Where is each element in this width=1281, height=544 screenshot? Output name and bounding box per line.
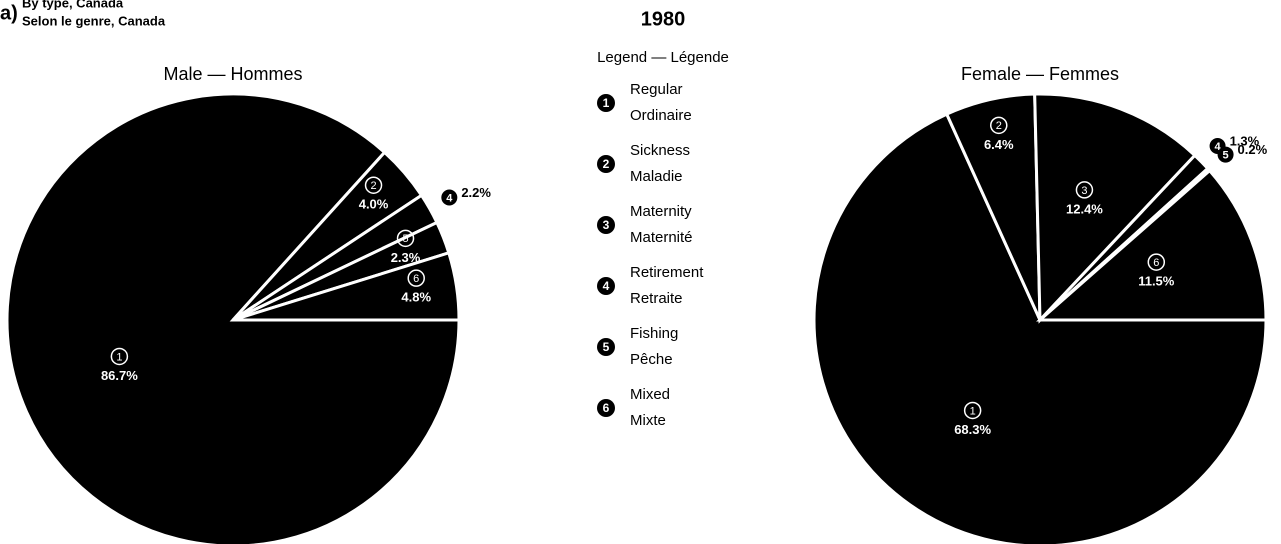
subtitle: Selon le genre, Canada xyxy=(22,13,166,28)
pie-title: Female — Femmes xyxy=(961,64,1119,84)
pie-slice xyxy=(1033,92,1197,324)
pie-slice xyxy=(812,112,1268,544)
data-label: 11.5% xyxy=(1138,274,1175,289)
slice-marker-number: 1 xyxy=(116,351,122,363)
data-label: 4.8% xyxy=(401,290,431,305)
legend-label: Maternité xyxy=(630,229,693,246)
data-label: 6.4% xyxy=(984,137,1014,152)
legend-marker xyxy=(597,277,615,295)
data-label: 1.3% xyxy=(1230,133,1260,148)
data-label: 2.2% xyxy=(461,185,491,200)
legend-marker-number: 6 xyxy=(603,401,610,415)
slice-marker-number: 5 xyxy=(402,233,408,245)
legend-label: Maternity xyxy=(630,203,692,220)
data-label: 2.3% xyxy=(391,250,421,265)
slice-marker-number: 1 xyxy=(970,405,976,417)
slice-marker-number: 3 xyxy=(1081,185,1087,197)
slice-marker xyxy=(441,189,458,206)
legend-label: Retirement xyxy=(630,264,704,281)
legend-label: Fishing xyxy=(630,325,678,342)
data-label: 86.7% xyxy=(101,368,138,383)
legend-marker xyxy=(597,338,615,356)
legend-marker-number: 4 xyxy=(603,279,610,293)
slice-marker-number: 6 xyxy=(1153,257,1159,269)
slice-marker-number: 2 xyxy=(996,120,1002,132)
pie-title: Male — Hommes xyxy=(163,64,302,84)
slice-marker xyxy=(1217,146,1234,163)
legend-label: Regular xyxy=(630,81,683,98)
subtitle: By type, Canada xyxy=(22,0,124,10)
legend-marker xyxy=(597,94,615,112)
legend-label: Retraite xyxy=(630,290,683,307)
slice-marker-number: 2 xyxy=(370,180,376,192)
pie-slice xyxy=(232,250,461,322)
data-label: 0.2% xyxy=(1238,142,1268,157)
data-label: 4.0% xyxy=(359,197,389,212)
data-label: 12.4% xyxy=(1066,201,1103,216)
slice-marker xyxy=(396,229,415,248)
chart-title: 1980 xyxy=(641,8,686,30)
data-label: 68.3% xyxy=(954,422,991,437)
legend-marker xyxy=(597,216,615,234)
legend-label: Mixte xyxy=(630,412,666,429)
legend-marker-number: 1 xyxy=(603,96,610,110)
legend-label: Sickness xyxy=(630,142,690,159)
slice-marker xyxy=(990,116,1008,135)
slice-marker xyxy=(963,401,982,420)
legend-label: Mixed xyxy=(630,386,670,403)
slice-marker xyxy=(364,176,383,194)
slice-marker-number: 5 xyxy=(1222,149,1228,161)
slice-marker xyxy=(1075,181,1094,199)
slice-marker xyxy=(407,269,425,287)
legend-label: Ordinaire xyxy=(630,107,692,124)
panel-label: a) xyxy=(0,2,18,24)
legend-marker-number: 3 xyxy=(603,218,610,232)
slice-marker xyxy=(1147,253,1166,271)
legend-marker-number: 5 xyxy=(603,340,610,354)
legend-title: Legend — Légende xyxy=(597,49,729,66)
legend-label: Maladie xyxy=(630,168,683,185)
legend-marker-number: 2 xyxy=(603,157,610,171)
pie-slice xyxy=(1036,168,1268,322)
slice-marker-number: 6 xyxy=(413,273,419,285)
slice-marker-number: 4 xyxy=(446,192,453,204)
legend-marker xyxy=(597,155,615,173)
legend-marker xyxy=(597,399,615,417)
slice-marker xyxy=(110,347,129,366)
slice-marker-number: 4 xyxy=(1215,141,1222,153)
legend-label: Pêche xyxy=(630,351,673,368)
